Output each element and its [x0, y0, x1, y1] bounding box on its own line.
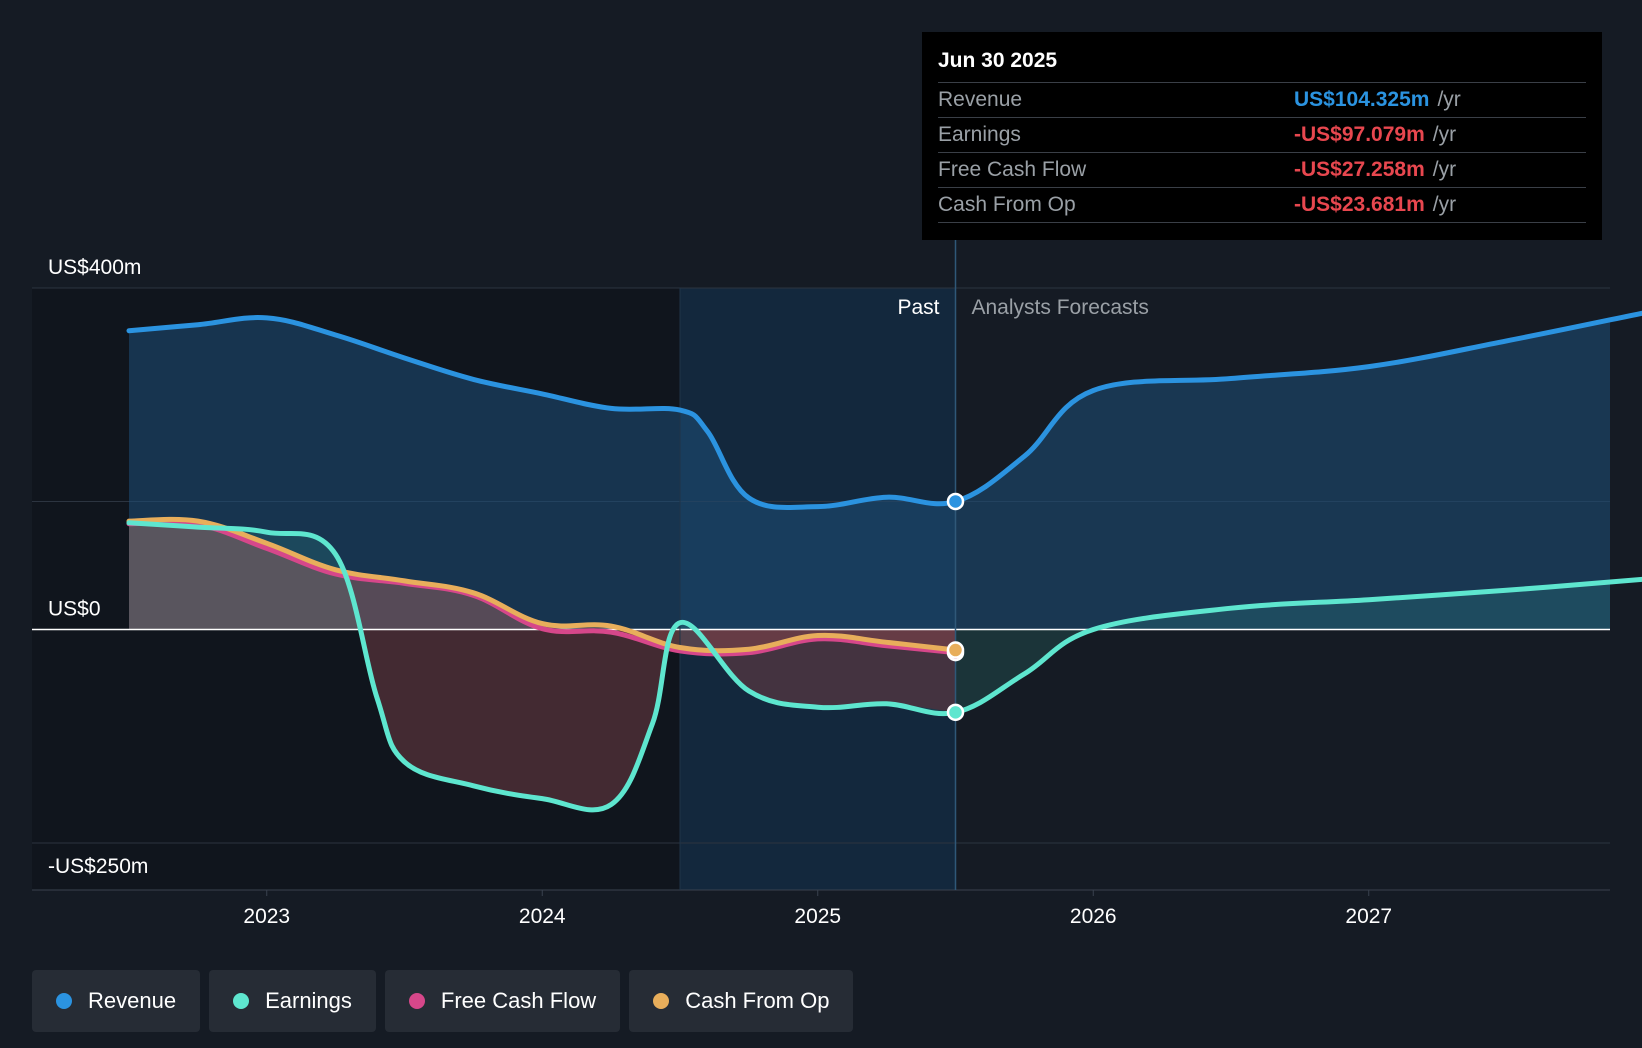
- y-tick-label: US$400m: [48, 256, 141, 279]
- tooltip-row-revenue: Revenue US$104.325m /yr: [938, 82, 1586, 117]
- tooltip-row-cash-from-op: Cash From Op -US$23.681m /yr: [938, 187, 1586, 223]
- series-line-earnings: [126, 520, 1642, 813]
- forecast-label: Analysts Forecasts: [972, 296, 1149, 319]
- legend-item-revenue[interactable]: Revenue: [32, 970, 201, 1032]
- y-tick-label: -US$250m: [48, 855, 148, 878]
- area-earnings: [129, 522, 1610, 810]
- earnings-loss-area: [360, 629, 956, 810]
- tooltip-row-free-cash-flow: Free Cash Flow -US$27.258m /yr: [938, 152, 1586, 187]
- x-tick-label: 2027: [1345, 905, 1392, 928]
- y-tick-label: US$0: [48, 598, 101, 621]
- marker-earnings: [946, 703, 965, 722]
- tooltip-date: Jun 30 2025: [938, 49, 1058, 72]
- area-cash-from-op: [129, 519, 956, 651]
- legend-dot-icon: [653, 993, 670, 1009]
- tooltip-label: Cash From Op: [938, 193, 1076, 216]
- tooltip-unit: /yr: [1432, 193, 1457, 216]
- tooltip-label: Free Cash Flow: [938, 158, 1087, 181]
- legend-dot-icon: [408, 993, 425, 1009]
- legend-dot-icon: [56, 993, 72, 1009]
- area-revenue: [129, 317, 1610, 630]
- chart-legend: Revenue Earnings Free Cash Flow Cash Fro…: [32, 970, 854, 1032]
- legend-label: Revenue: [88, 988, 177, 1013]
- tooltip-value: -US$27.258m: [1294, 158, 1425, 181]
- series-line-cash-from-op: [126, 516, 958, 654]
- tooltip-value: -US$97.079m: [1294, 123, 1425, 146]
- tooltip-row-earnings: Earnings -US$97.079m /yr: [938, 117, 1586, 152]
- series-line-free-cash-flow: [126, 519, 958, 657]
- x-tick-label: 2023: [243, 905, 290, 928]
- tooltip-value: US$104.325m: [1294, 88, 1430, 111]
- legend-label: Cash From Op: [685, 988, 830, 1013]
- legend-dot-icon: [233, 993, 250, 1009]
- tooltip-label: Revenue: [938, 88, 1023, 111]
- legend-label: Free Cash Flow: [440, 988, 597, 1013]
- legend-item-cash-from-op[interactable]: Cash From Op: [629, 970, 854, 1032]
- tooltip-label: Earnings: [938, 123, 1021, 146]
- x-tick-label: 2025: [794, 905, 841, 928]
- x-tick-label: 2024: [519, 905, 566, 928]
- tooltip-unit: /yr: [1432, 123, 1457, 146]
- marker-revenue: [946, 492, 965, 511]
- tooltip-unit: /yr: [1437, 88, 1461, 111]
- past-label: Past: [897, 296, 939, 319]
- data-tooltip: Jun 30 2025 Revenue US$104.325m /yr Earn…: [922, 32, 1602, 240]
- area-free-cash-flow: [129, 522, 956, 654]
- tooltip-unit: /yr: [1432, 158, 1457, 181]
- x-tick-label: 2026: [1070, 905, 1117, 928]
- tooltip-value: -US$23.681m: [1294, 193, 1425, 216]
- series-line-revenue: [126, 310, 1642, 511]
- marker-cash-from-op: [946, 641, 965, 659]
- legend-item-free-cash-flow[interactable]: Free Cash Flow: [384, 970, 621, 1032]
- legend-label: Earnings: [265, 988, 352, 1013]
- legend-item-earnings[interactable]: Earnings: [209, 970, 376, 1032]
